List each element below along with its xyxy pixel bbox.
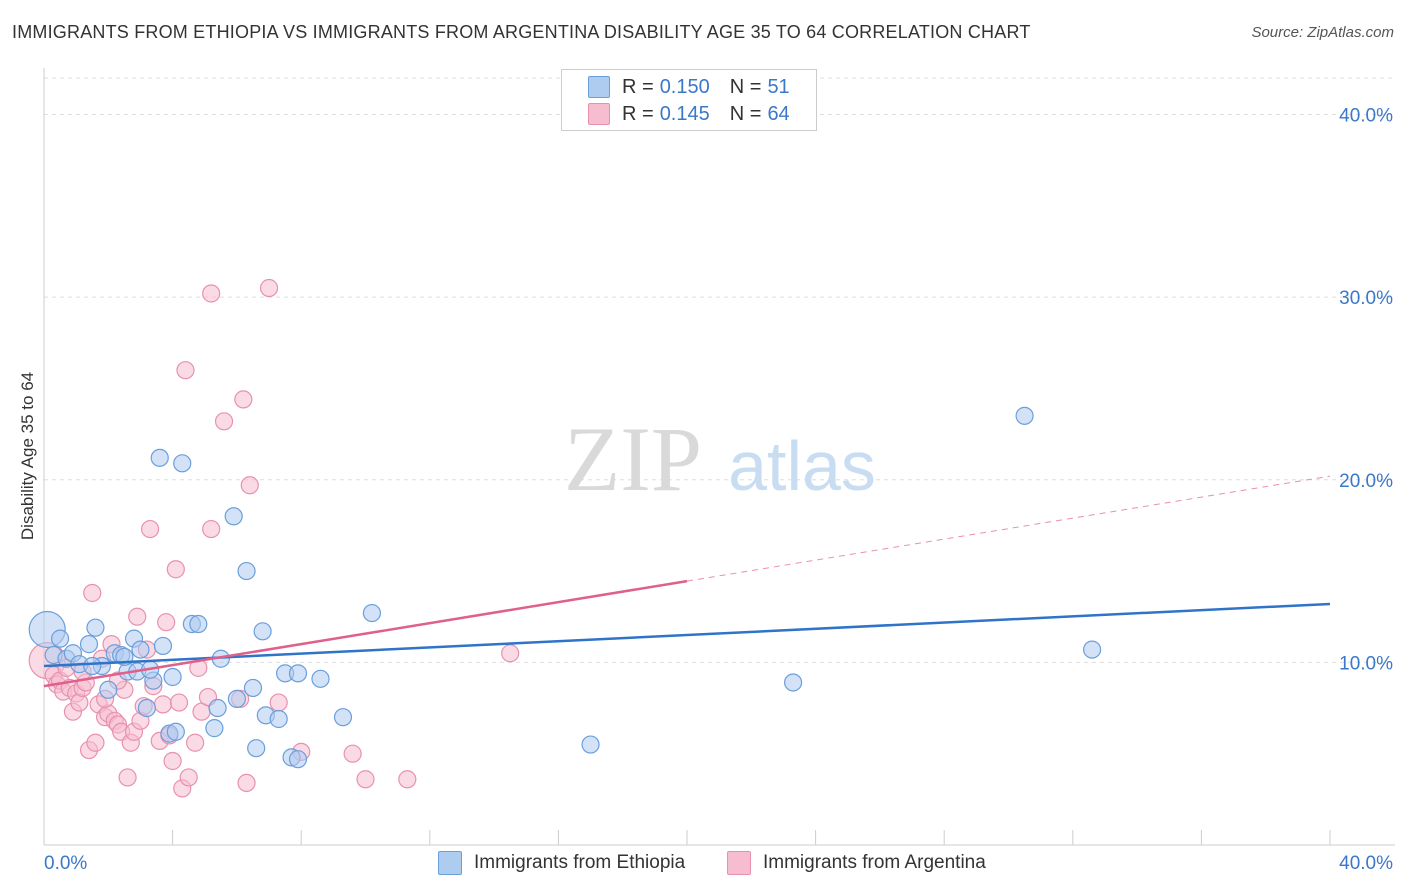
point-ethiopia [205, 719, 224, 738]
point-ethiopia [99, 680, 118, 699]
legend-row-ethiopia: R = 0.150 N = 51 [588, 75, 790, 99]
bottom-legend-swatch-argentina [727, 851, 751, 875]
point-argentina [237, 773, 256, 793]
point-ethiopia [311, 669, 330, 688]
point-ethiopia [166, 722, 185, 741]
point-ethiopia [83, 656, 102, 676]
point-ethiopia [333, 708, 353, 727]
point-argentina [163, 751, 182, 771]
point-ethiopia [208, 698, 227, 718]
point-ethiopia [288, 750, 308, 769]
point-argentina [86, 733, 105, 752]
legend-n-label: N = [729, 75, 762, 98]
point-argentina [169, 693, 189, 712]
legend-swatch-argentina [588, 103, 610, 125]
x-tick-label: 0.0% [44, 853, 87, 874]
legend-n-value: 51 [767, 75, 790, 98]
point-ethiopia [153, 636, 173, 656]
legend-r-label: R = [622, 102, 654, 125]
point-argentina [202, 519, 221, 539]
trend-lines [43, 475, 1331, 688]
tick-labels: 10.0% 20.0% 30.0% 40.0% 0.0% 40.0% [44, 106, 1393, 874]
axes [43, 68, 1395, 846]
watermark-zip: ZIP [564, 408, 702, 510]
point-argentina [343, 744, 362, 763]
source-label: Source: ZipAtlas.com [1251, 24, 1394, 41]
point-ethiopia [237, 561, 256, 581]
point-ethiopia [362, 603, 382, 623]
legend-row-argentina: R = 0.145 N = 64 [588, 102, 790, 126]
trend-line-ethiopia [43, 602, 1331, 668]
trend-line-argentina-extrapolated [686, 475, 1331, 582]
point-argentina [356, 770, 375, 789]
point-argentina [259, 278, 279, 298]
trend-line-argentina [43, 579, 688, 688]
point-ethiopia [227, 689, 246, 709]
point-ethiopia [189, 614, 208, 634]
point-argentina [202, 284, 221, 303]
point-ethiopia [783, 673, 803, 692]
watermark: ZIP atlas [564, 408, 876, 510]
y-tick-label: 40.0% [1339, 106, 1393, 127]
point-ethiopia [288, 664, 308, 683]
x-tick-label: 40.0% [1339, 853, 1393, 874]
point-argentina [83, 583, 102, 603]
point-argentina [176, 361, 195, 380]
point-argentina [234, 390, 253, 409]
point-ethiopia [86, 618, 105, 637]
watermark-atlas: atlas [728, 427, 876, 505]
point-argentina [179, 768, 198, 787]
y-tick-label: 20.0% [1339, 471, 1393, 492]
chart-title: IMMIGRANTS FROM ETHIOPIA VS IMMIGRANTS F… [12, 22, 1031, 42]
point-argentina [166, 560, 185, 579]
point-argentina [128, 607, 147, 626]
point-ethiopia [269, 709, 288, 729]
point-ethiopia [131, 640, 150, 659]
point-ethiopia [1015, 406, 1034, 425]
bottom-legend-label-argentina: Immigrants from Argentina [763, 852, 986, 873]
data-points [28, 278, 1102, 798]
point-ethiopia [173, 454, 192, 473]
legend-n-label: N = [729, 102, 762, 125]
point-argentina [240, 476, 259, 495]
point-argentina [140, 519, 160, 539]
point-ethiopia [50, 629, 70, 648]
legend-swatch-ethiopia [588, 76, 610, 98]
legend: R = 0.150 N = 51 R = 0.145 N = 64 [561, 69, 817, 131]
legend-r-label: R = [622, 75, 654, 98]
bottom-legend-ethiopia: Immigrants from Ethiopia [438, 851, 685, 875]
point-ethiopia [137, 698, 156, 718]
point-ethiopia [1082, 640, 1102, 659]
y-tick-label: 10.0% [1339, 653, 1393, 674]
point-argentina [269, 693, 288, 712]
point-ethiopia [581, 735, 600, 754]
point-ethiopia [243, 678, 263, 698]
point-argentina [118, 768, 137, 787]
point-ethiopia [224, 507, 243, 526]
point-argentina [186, 733, 205, 752]
bottom-legend-label-ethiopia: Immigrants from Ethiopia [474, 852, 686, 873]
legend-n-value: 64 [767, 102, 790, 125]
point-ethiopia [150, 448, 169, 467]
y-tick-label: 30.0% [1339, 288, 1393, 309]
point-ethiopia [247, 739, 266, 758]
point-ethiopia [253, 622, 272, 641]
legend-r-value: 0.145 [659, 102, 710, 125]
bottom-legend-swatch-ethiopia [438, 851, 462, 875]
point-ethiopia [79, 635, 99, 654]
bottom-legend-argentina: Immigrants from Argentina [727, 851, 986, 875]
point-argentina [214, 412, 234, 431]
point-argentina [398, 770, 417, 789]
point-argentina [157, 613, 176, 632]
legend-r-value: 0.150 [659, 75, 710, 98]
point-ethiopia [163, 667, 182, 687]
point-argentina [153, 695, 173, 714]
point-argentina [501, 644, 520, 663]
